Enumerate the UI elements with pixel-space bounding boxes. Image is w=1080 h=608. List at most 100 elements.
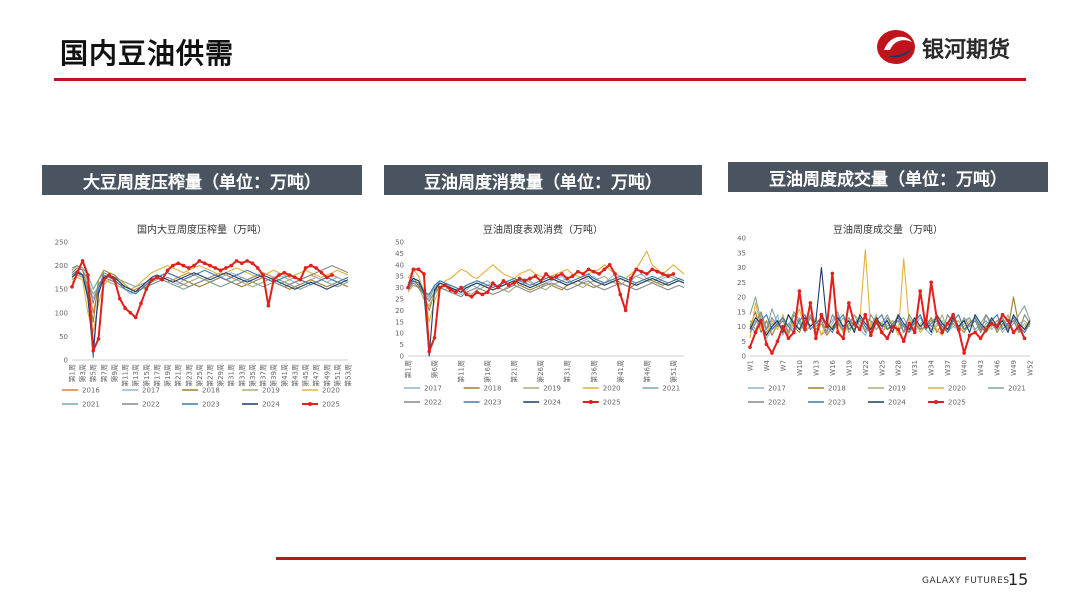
legend-label: 2020 [322, 387, 340, 395]
point-2025 [995, 324, 999, 329]
legend-label: 2019 [543, 385, 561, 393]
x-tick-label: 第5周 [89, 364, 98, 382]
y-tick-label: 200 [55, 262, 68, 270]
point-2025 [803, 327, 807, 332]
point-2025 [923, 324, 928, 329]
series-line-2022 [407, 280, 685, 302]
point-2025 [901, 339, 906, 344]
point-2025 [411, 267, 416, 272]
point-2025 [464, 292, 469, 297]
point-2025 [544, 272, 548, 276]
point-2025 [512, 281, 516, 285]
point-2025 [825, 324, 829, 329]
point-2025 [671, 272, 676, 276]
brand-logo: 银河期货 [876, 28, 1036, 66]
point-2025 [160, 277, 165, 282]
point-2025 [623, 308, 628, 313]
x-tick-label: W10 [796, 360, 804, 376]
point-2025 [874, 318, 879, 323]
point-2025 [940, 330, 944, 335]
series-line-2023 [71, 269, 349, 359]
x-tick-label: 第13周 [131, 364, 140, 387]
logo-text: 银河期货 [922, 38, 1011, 63]
x-tick-label: 第49周 [322, 364, 331, 387]
chart-title: 国内大豆周度压榨量（万吨） [137, 223, 267, 236]
y-tick-label: 35 [737, 249, 746, 257]
series-line-2024 [407, 275, 685, 357]
x-tick-label: 第45周 [301, 364, 310, 387]
point-2025 [549, 276, 554, 281]
x-tick-label: 第15周 [142, 364, 151, 387]
point-2025 [570, 274, 575, 278]
point-2025 [186, 266, 191, 270]
x-tick-label: 第36周 [589, 360, 598, 383]
point-2025 [448, 288, 453, 292]
legend-label: 2025 [948, 399, 966, 407]
legend-label: 2018 [202, 387, 220, 395]
point-2025 [438, 285, 442, 290]
y-tick-label: 10 [395, 330, 404, 338]
legend-label: 2025 [603, 399, 621, 407]
series-line-2025 [749, 272, 1026, 355]
point-2025 [819, 312, 824, 317]
x-tick-label: 第43周 [290, 364, 299, 387]
x-tick-label: 第17周 [152, 364, 161, 387]
point-2025 [748, 345, 752, 349]
legend-label: 2022 [142, 401, 160, 409]
x-tick-label: W40 [961, 360, 969, 376]
point-2025 [416, 267, 421, 272]
point-2025 [309, 263, 313, 268]
x-tick-label: 第51周 [333, 364, 342, 387]
chart-trade: 豆油周度成交量（万吨） 0 5 10 15 20 25 30 35 40 W1 W4 W7 W10 W13 W… [728, 206, 1048, 416]
x-tick-label: 第9周 [110, 364, 119, 382]
y-tick-label: 5 [742, 338, 746, 346]
point-2025 [107, 273, 111, 277]
x-tick-label: 第26周 [536, 360, 545, 383]
legend-label: 2023 [484, 399, 502, 407]
point-2025 [934, 315, 939, 320]
x-tick-label: 第37周 [259, 364, 268, 387]
point-2025 [830, 271, 835, 276]
point-2025 [929, 280, 933, 285]
point-2025 [176, 261, 180, 266]
point-2025 [581, 272, 585, 276]
page-number: 15 [1008, 570, 1029, 589]
point-2025 [907, 321, 912, 326]
x-tick-label: 第31周 [563, 360, 572, 383]
point-2025 [277, 273, 281, 277]
point-2025 [480, 292, 485, 297]
point-2025 [560, 272, 564, 276]
point-2025 [613, 272, 617, 276]
legend-label: 2022 [768, 399, 786, 407]
point-2025 [951, 312, 955, 317]
x-tick-label: 第29周 [216, 364, 225, 387]
point-2025 [863, 312, 868, 317]
point-2025 [432, 335, 437, 340]
point-2025 [629, 276, 633, 281]
x-tick-label: 第19周 [163, 364, 172, 387]
point-2025 [984, 327, 988, 332]
point-2025 [86, 273, 90, 277]
point-2025 [171, 263, 175, 268]
point-2025 [271, 277, 276, 282]
y-tick-label: 20 [395, 307, 404, 315]
point-2025 [192, 263, 196, 268]
legend-label: 2021 [82, 401, 100, 409]
point-2025 [155, 275, 159, 280]
point-2025 [229, 263, 234, 268]
x-tick-label: 第35周 [248, 364, 257, 387]
y-tick-label: 5 [400, 341, 404, 349]
footer-brand: GALAXY FUTURES [922, 576, 1010, 586]
point-2025 [240, 261, 244, 266]
legend-marker [588, 400, 593, 404]
y-tick-label: 25 [737, 279, 746, 287]
point-2025 [427, 349, 432, 354]
y-tick-label: 40 [737, 235, 746, 243]
series-line-2023 [407, 273, 685, 295]
point-2025 [314, 266, 318, 270]
point-2025 [989, 321, 994, 326]
point-2025 [576, 269, 580, 274]
point-2025 [1000, 312, 1005, 317]
point-2025 [918, 289, 922, 293]
x-tick-label: W13 [812, 360, 820, 376]
